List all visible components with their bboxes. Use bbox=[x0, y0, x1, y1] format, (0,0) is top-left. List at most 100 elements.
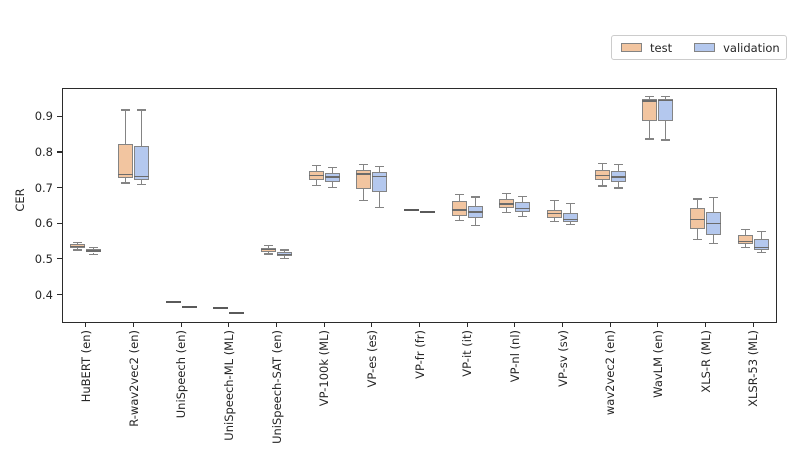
median-line bbox=[594, 174, 610, 177]
whisker-cap bbox=[89, 246, 99, 249]
whisker-cap bbox=[264, 244, 273, 246]
median-line bbox=[642, 100, 658, 102]
y-tick-mark bbox=[57, 293, 62, 296]
whisker-line bbox=[744, 243, 746, 248]
whisker-line bbox=[617, 182, 619, 189]
whisker-cap bbox=[756, 231, 766, 233]
whisker-cap bbox=[566, 224, 575, 226]
whisker-line bbox=[569, 221, 572, 225]
x-tick-mark bbox=[275, 323, 278, 327]
x-tick-mark bbox=[371, 323, 373, 327]
y-tick-label: 0.5 bbox=[34, 251, 53, 266]
whisker-line bbox=[315, 165, 317, 171]
whisker-line bbox=[283, 250, 286, 253]
whisker-line bbox=[267, 251, 270, 254]
x-category-label: XLSR-53 (ML) bbox=[746, 330, 761, 407]
x-tick-mark bbox=[85, 323, 87, 327]
whisker-line bbox=[617, 164, 619, 172]
whisker-line bbox=[474, 217, 476, 226]
whisker-line bbox=[363, 164, 365, 170]
whisker-cap bbox=[359, 164, 369, 166]
whisker-line bbox=[77, 242, 79, 245]
x-category-label: VP-100k (ML) bbox=[317, 330, 332, 407]
whisker-line bbox=[331, 182, 333, 188]
whisker-line bbox=[744, 229, 746, 236]
box-validation bbox=[753, 238, 769, 250]
whisker-cap bbox=[613, 163, 623, 165]
whisker-line bbox=[140, 110, 143, 147]
median-line bbox=[134, 175, 149, 178]
median-line bbox=[277, 253, 292, 256]
whisker-line bbox=[712, 197, 715, 212]
whisker-line bbox=[569, 203, 572, 213]
median-line bbox=[118, 173, 133, 176]
whisker-cap bbox=[73, 249, 83, 251]
whisker-line bbox=[553, 217, 556, 222]
box-test-flat bbox=[165, 300, 181, 303]
whisker-cap bbox=[597, 185, 607, 187]
median-line bbox=[563, 218, 578, 221]
whisker-cap bbox=[73, 241, 83, 244]
median-line bbox=[324, 176, 340, 178]
median-line bbox=[261, 248, 276, 251]
whisker-line bbox=[522, 196, 524, 202]
whisker-line bbox=[379, 191, 381, 208]
whisker-cap bbox=[264, 253, 273, 255]
box-test bbox=[690, 208, 705, 229]
box-test-flat bbox=[213, 306, 229, 309]
whisker-line bbox=[93, 247, 95, 250]
x-category-label: WavLM (en) bbox=[650, 330, 665, 398]
whisker-cap bbox=[359, 200, 369, 202]
x-category-label: VP-sv (sv) bbox=[555, 330, 570, 387]
whisker-cap bbox=[280, 249, 289, 251]
whisker-line bbox=[315, 180, 317, 186]
x-category-label: VP-nl (nl) bbox=[507, 330, 522, 383]
x-category-label: UniSpeech-SAT (en) bbox=[269, 330, 284, 444]
x-category-label: UniSpeech (en) bbox=[174, 330, 189, 419]
x-tick-mark bbox=[609, 323, 611, 327]
y-tick-label: 0.7 bbox=[34, 180, 53, 195]
whisker-cap bbox=[518, 195, 528, 198]
whisker-line bbox=[458, 194, 460, 201]
whisker-cap bbox=[327, 187, 337, 189]
x-tick-mark bbox=[132, 323, 135, 327]
median-line bbox=[372, 175, 388, 178]
y-tick-mark bbox=[57, 115, 62, 118]
whisker-cap bbox=[550, 200, 559, 202]
legend: test validation bbox=[611, 35, 787, 60]
x-tick-mark bbox=[466, 323, 468, 327]
whisker-line bbox=[474, 196, 476, 206]
whisker-cap bbox=[709, 242, 718, 244]
whisker-cap bbox=[518, 215, 528, 218]
whisker-line bbox=[77, 247, 79, 250]
whisker-cap bbox=[740, 246, 750, 248]
x-tick-mark bbox=[657, 323, 659, 327]
whisker-cap bbox=[454, 193, 464, 196]
whisker-line bbox=[649, 121, 651, 139]
whisker-cap bbox=[661, 139, 671, 141]
box-validation-flat bbox=[229, 311, 245, 314]
median-line bbox=[515, 207, 531, 210]
whisker-line bbox=[331, 167, 333, 173]
whisker-cap bbox=[502, 192, 512, 194]
median-line bbox=[706, 222, 721, 225]
box-validation bbox=[134, 146, 149, 180]
y-tick-mark bbox=[57, 222, 62, 224]
x-tick-mark bbox=[418, 323, 421, 327]
legend-item-test: test bbox=[621, 42, 672, 54]
whisker-line bbox=[665, 120, 667, 140]
x-tick-mark bbox=[180, 323, 182, 327]
whisker-line bbox=[601, 180, 603, 186]
x-category-label: XLS-R (ML) bbox=[698, 330, 713, 393]
whisker-line bbox=[696, 199, 699, 209]
whisker-cap bbox=[454, 220, 464, 222]
whisker-line bbox=[553, 200, 556, 211]
whisker-cap bbox=[311, 184, 321, 187]
whisker-cap bbox=[693, 198, 702, 200]
box-validation bbox=[515, 201, 531, 213]
median-line bbox=[690, 218, 705, 221]
whisker-cap bbox=[470, 225, 480, 227]
whisker-cap bbox=[709, 197, 718, 199]
legend-label: test bbox=[650, 40, 673, 55]
